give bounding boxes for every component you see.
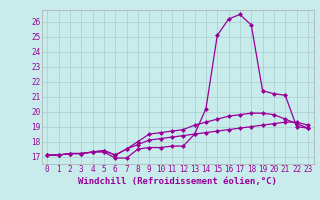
X-axis label: Windchill (Refroidissement éolien,°C): Windchill (Refroidissement éolien,°C) bbox=[78, 177, 277, 186]
